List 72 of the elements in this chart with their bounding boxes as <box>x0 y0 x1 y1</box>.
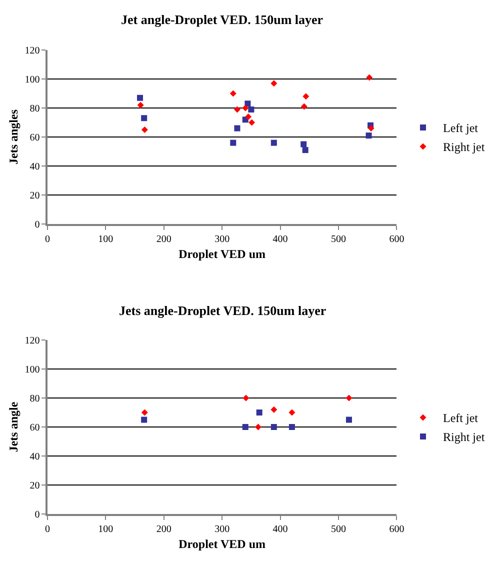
y-tick-label: 120 <box>24 46 40 56</box>
chart-title: Jet angle-Droplet VED. 150um layer <box>121 12 324 27</box>
point <box>230 90 236 97</box>
point <box>242 104 249 112</box>
point <box>141 115 148 122</box>
point <box>137 94 144 101</box>
x-tick-label: 600 <box>389 234 404 245</box>
point <box>288 409 296 416</box>
point <box>248 119 256 126</box>
y-tick-label: 120 <box>24 336 40 346</box>
legend-label: Left jet <box>443 121 479 136</box>
point <box>300 103 308 110</box>
x-tick-label: 300 <box>214 524 230 535</box>
point <box>248 106 254 112</box>
point <box>368 125 374 132</box>
x-tick-label: 600 <box>389 524 404 535</box>
y-tick-label: 60 <box>30 422 40 434</box>
y-tick-label: 0 <box>34 510 40 520</box>
x-tick-label: 100 <box>98 234 114 245</box>
y-axis-title: Jets angles <box>6 109 21 164</box>
x-tick-label: 100 <box>98 524 114 535</box>
point <box>244 100 251 107</box>
y-tick-label: 20 <box>30 190 40 202</box>
point <box>270 140 277 146</box>
y-tick-label: 40 <box>30 452 40 462</box>
legend-label: Left jet <box>443 411 479 426</box>
point <box>234 106 240 113</box>
point <box>234 125 240 132</box>
point <box>256 410 262 416</box>
x-tick-label: 400 <box>272 524 288 535</box>
point <box>137 102 144 108</box>
legend-label: Right jet <box>443 140 486 154</box>
y-tick-label: 0 <box>34 220 40 230</box>
point <box>366 74 373 81</box>
point <box>254 424 262 430</box>
point <box>270 424 277 430</box>
x-tick-label: 0 <box>44 234 50 245</box>
x-tick-label: 500 <box>331 524 346 535</box>
point <box>242 394 250 402</box>
x-tick-label: 500 <box>331 234 346 245</box>
point <box>302 93 310 100</box>
point <box>230 140 236 146</box>
legend-label: Right jet <box>443 430 486 444</box>
point <box>245 113 252 120</box>
point <box>346 394 352 402</box>
point <box>242 424 248 430</box>
point <box>270 80 278 87</box>
point <box>270 406 278 413</box>
y-tick-label: 100 <box>24 74 40 86</box>
chart-title: Jets angle-Droplet VED. 150um layer <box>119 303 326 318</box>
point <box>288 424 295 430</box>
point <box>141 409 148 416</box>
y-axis-title: Jets angle <box>6 401 21 452</box>
x-tick-label: 0 <box>44 524 50 535</box>
point <box>300 141 307 148</box>
point <box>141 416 148 423</box>
y-tick-label: 40 <box>30 162 40 172</box>
y-tick-label: 100 <box>24 364 40 376</box>
y-tick-label: 60 <box>30 132 40 144</box>
y-tick-label: 80 <box>30 394 40 404</box>
point <box>141 126 148 133</box>
x-axis-title: Droplet VED um <box>178 537 266 552</box>
x-tick-label: 200 <box>156 524 172 535</box>
point <box>366 132 372 139</box>
x-tick-label: 300 <box>214 234 230 245</box>
x-tick-label: 400 <box>272 234 288 245</box>
y-tick-label: 80 <box>30 104 40 114</box>
x-axis-title: Droplet VED um <box>178 247 266 262</box>
x-tick-label: 200 <box>156 234 172 245</box>
y-tick-label: 20 <box>30 480 40 492</box>
point <box>346 416 352 423</box>
point <box>302 147 308 154</box>
